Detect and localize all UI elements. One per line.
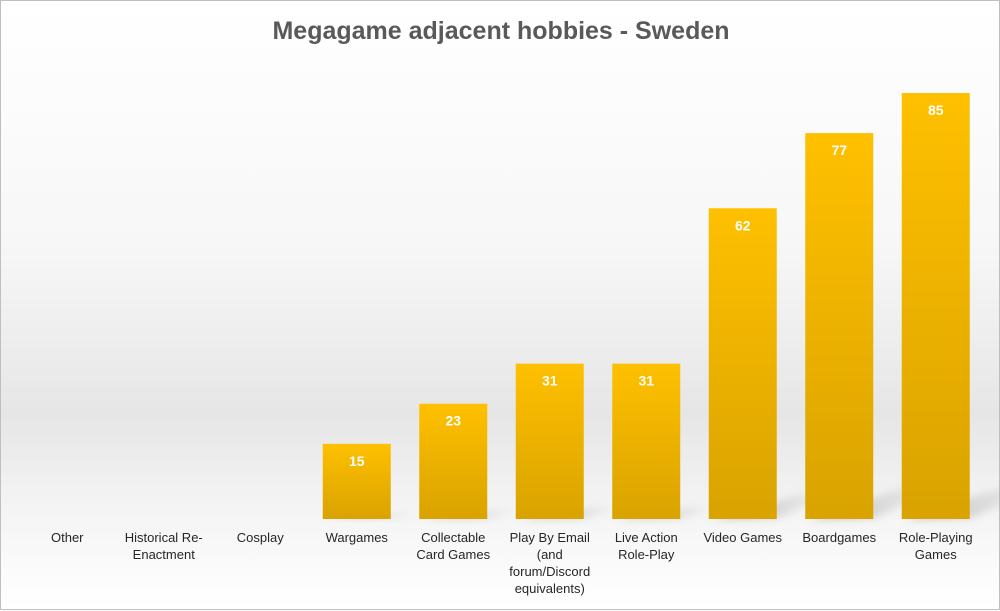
- x-tick-label: Role-Playing Games: [898, 530, 973, 562]
- x-tick-label: Wargames: [325, 530, 388, 545]
- data-label: 85: [928, 102, 944, 118]
- x-tick-label: Cosplay: [236, 530, 284, 545]
- chart-title: Megagame adjacent hobbies - Sweden: [272, 17, 730, 45]
- x-tick-label: Video Games: [703, 530, 783, 545]
- data-label: 15: [349, 453, 365, 469]
- bar: [515, 363, 584, 519]
- bar: [708, 208, 777, 520]
- bar: [419, 403, 488, 519]
- x-tick-label: Collectable Card Games: [416, 530, 491, 562]
- x-tick-label: Other: [50, 530, 84, 545]
- data-label: 77: [831, 142, 847, 158]
- bar: [612, 363, 681, 519]
- x-tick-label: Historical Re-Enactment: [124, 530, 203, 562]
- x-tick-label: Play By Email (and forum/Discord equival…: [509, 530, 591, 596]
- data-label: 31: [542, 373, 558, 389]
- bar: [901, 93, 970, 519]
- data-label: 31: [638, 373, 654, 389]
- bar: [805, 133, 874, 519]
- x-tick-label: Boardgames: [802, 530, 877, 545]
- data-label: 62: [735, 217, 751, 233]
- bar: [322, 443, 391, 519]
- x-tick-label: Live Action Role-Play: [614, 530, 678, 562]
- data-label: 23: [445, 413, 461, 429]
